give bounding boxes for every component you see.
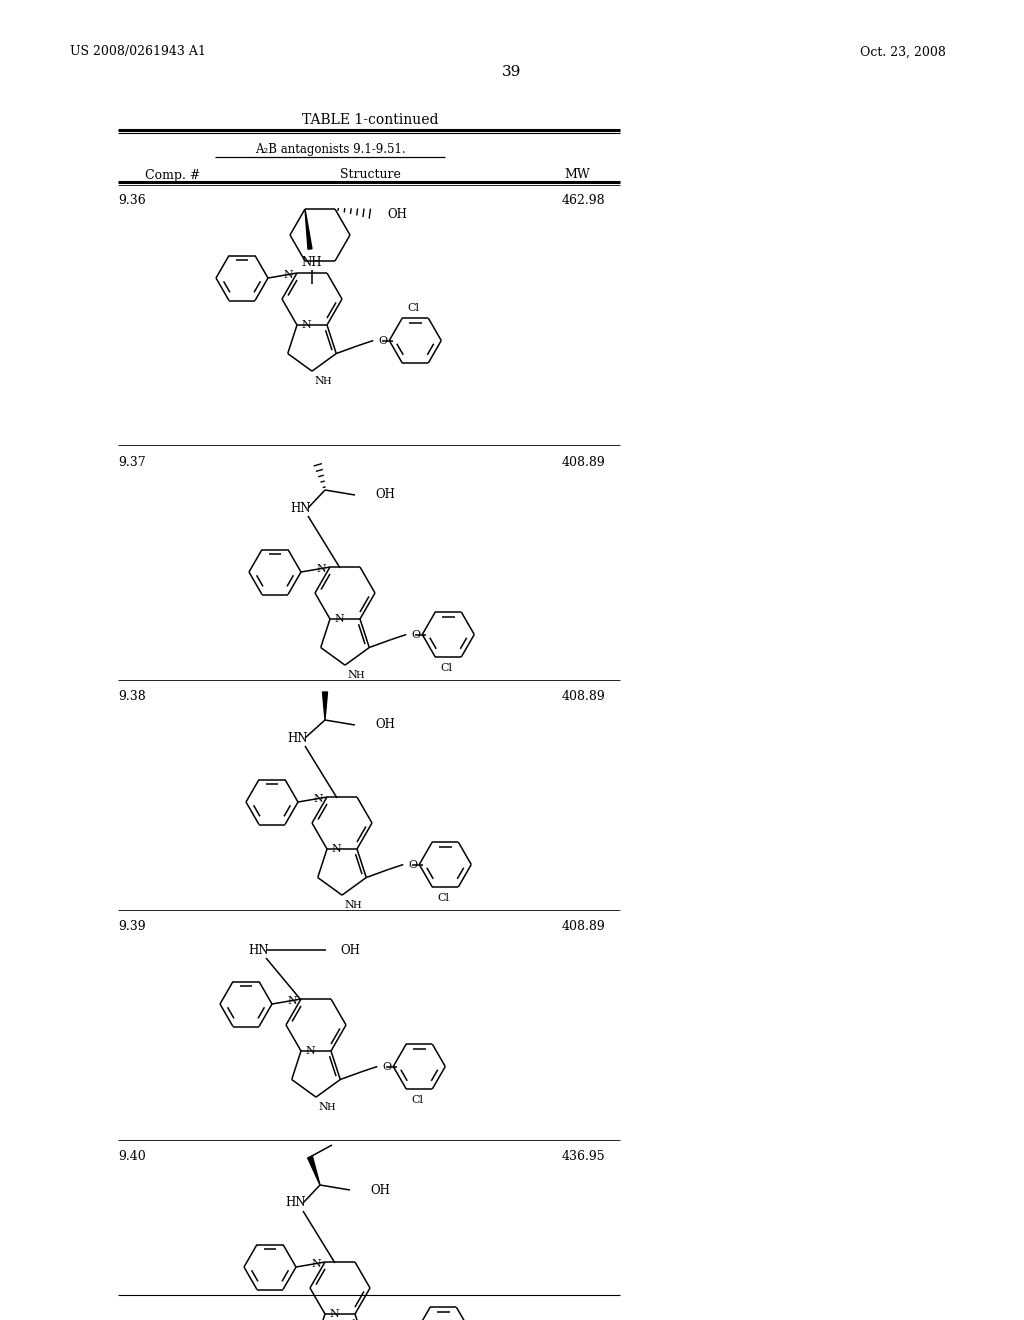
Polygon shape [323,692,328,719]
Text: HN: HN [287,731,307,744]
Polygon shape [305,209,312,249]
Text: N: N [347,671,356,680]
Text: HN: HN [248,944,268,957]
Text: H: H [326,1102,335,1111]
Text: 408.89: 408.89 [561,690,605,704]
Text: N: N [329,1309,339,1319]
Text: OH: OH [387,207,407,220]
Text: 462.98: 462.98 [561,194,605,206]
Text: 9.37: 9.37 [118,455,145,469]
Text: 436.95: 436.95 [561,1151,605,1163]
Text: N: N [344,900,353,911]
Text: N: N [305,1045,314,1056]
Text: H: H [322,376,331,385]
Text: Cl: Cl [408,302,419,313]
Text: OH: OH [340,944,359,957]
Text: N: N [301,319,310,330]
Text: US 2008/0261943 A1: US 2008/0261943 A1 [70,45,206,58]
Text: 408.89: 408.89 [561,455,605,469]
Text: 9.36: 9.36 [118,194,145,206]
Text: O: O [409,859,418,870]
Text: 408.89: 408.89 [561,920,605,933]
Text: N: N [334,614,344,624]
Text: TABLE 1-continued: TABLE 1-continued [302,114,438,127]
Text: N: N [313,795,323,804]
Text: 9.40: 9.40 [118,1151,145,1163]
Text: O: O [382,1061,391,1072]
Text: O: O [378,335,387,346]
Text: HN: HN [290,502,310,515]
Text: H: H [352,900,360,909]
Text: OH: OH [370,1184,390,1196]
Text: Cl: Cl [440,663,453,672]
Text: HN: HN [285,1196,305,1209]
Text: Cl: Cl [437,892,450,903]
Text: N: N [314,376,324,387]
Text: N: N [311,1259,321,1269]
Text: N: N [288,997,297,1006]
Polygon shape [307,1156,319,1185]
Text: N: N [284,271,293,280]
Text: Structure: Structure [340,169,400,181]
Text: OH: OH [375,718,395,731]
Text: Comp. #: Comp. # [145,169,201,181]
Text: 39: 39 [503,65,521,79]
Text: H: H [355,671,364,680]
Text: NH: NH [302,256,323,268]
Text: N: N [331,843,341,854]
Text: A₂B antagonists 9.1-9.51.: A₂B antagonists 9.1-9.51. [255,144,406,157]
Text: Oct. 23, 2008: Oct. 23, 2008 [860,45,946,58]
Text: N: N [316,564,326,574]
Text: N: N [318,1102,328,1113]
Text: Cl: Cl [412,1094,423,1105]
Text: 9.39: 9.39 [118,920,145,933]
Text: OH: OH [375,488,395,502]
Text: 9.38: 9.38 [118,690,145,704]
Text: MW: MW [564,169,590,181]
Text: O: O [412,630,421,639]
